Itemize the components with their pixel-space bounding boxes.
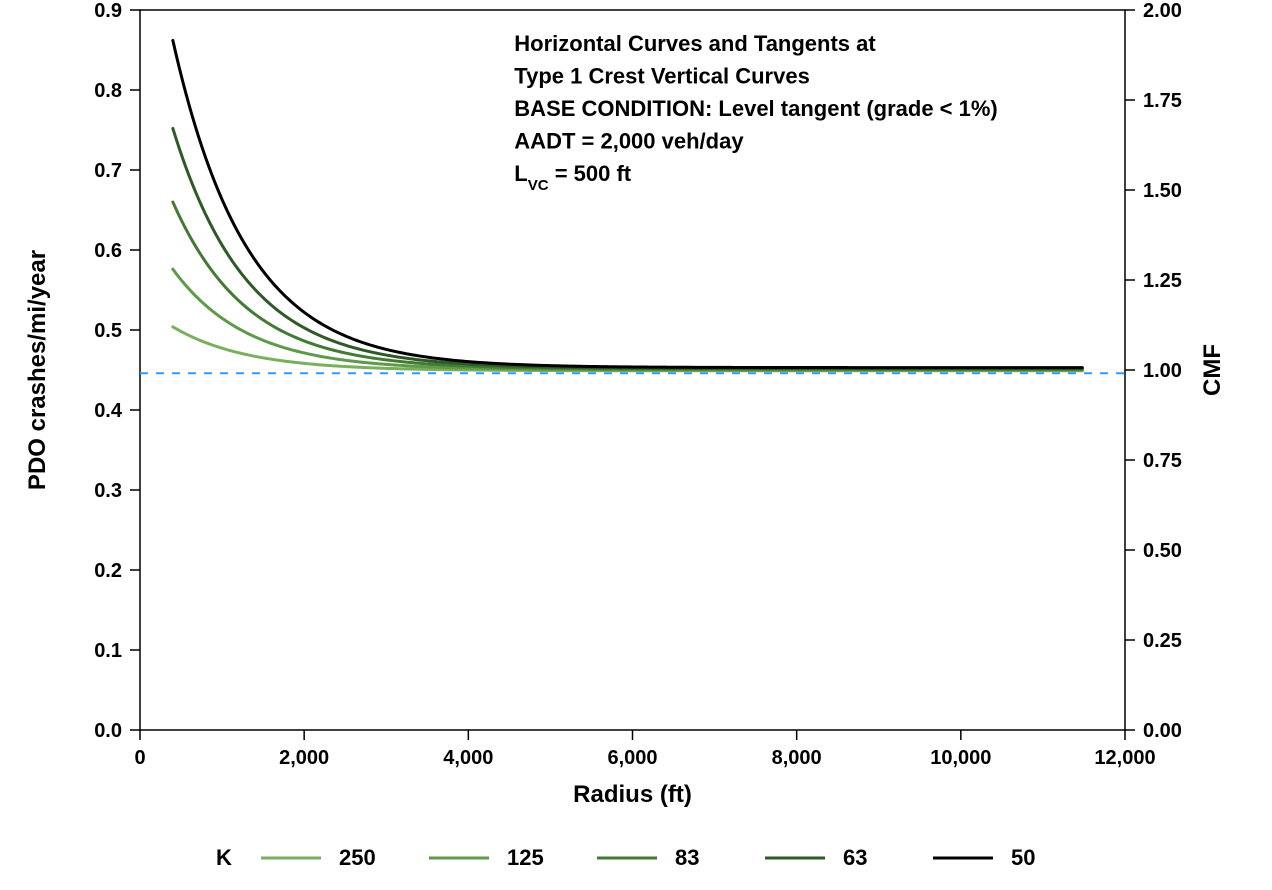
x-tick-label: 4,000 (443, 747, 493, 769)
annotation-line: AADT = 2,000 veh/day (514, 128, 744, 153)
x-tick-label: 10,000 (930, 747, 991, 769)
y-left-tick-label: 0.2 (94, 560, 122, 582)
y-left-tick-label: 0.6 (94, 240, 122, 262)
annotation-line: Horizontal Curves and Tangents at (514, 31, 876, 56)
y-left-tick-label: 0.0 (94, 720, 122, 742)
y-right-tick-label: 1.50 (1143, 180, 1182, 202)
y-right-tick-label: 1.00 (1143, 360, 1182, 382)
y-right-tick-label: 0.00 (1143, 720, 1182, 742)
y-left-tick-label: 0.3 (94, 480, 122, 502)
y-left-tick-label: 0.8 (94, 80, 122, 102)
y-left-tick-label: 0.1 (94, 640, 122, 662)
y-left-axis-label: PDO crashes/mi/year (24, 250, 51, 490)
x-axis-label: Radius (ft) (573, 781, 692, 808)
x-tick-label: 8,000 (772, 747, 822, 769)
x-tick-label: 12,000 (1094, 747, 1155, 769)
y-left-tick-label: 0.4 (94, 400, 123, 422)
x-tick-label: 0 (134, 747, 145, 769)
y-right-tick-label: 0.75 (1143, 450, 1182, 472)
y-left-tick-label: 0.5 (94, 320, 122, 342)
legend-label: 50 (1011, 845, 1035, 870)
x-tick-label: 2,000 (279, 747, 329, 769)
legend-label: 63 (843, 845, 867, 870)
y-right-tick-label: 1.75 (1143, 90, 1182, 112)
legend-label: 83 (675, 845, 699, 870)
chart-container: 0 2,000 4,000 6,000 8,000 10,000 12,000 Radius … (0, 0, 1272, 890)
legend-title: K (216, 845, 232, 870)
chart-svg: 0 2,000 4,000 6,000 8,000 10,000 12,000 Radius … (0, 0, 1272, 890)
y-right-tick-label: 0.25 (1143, 630, 1182, 652)
legend-label: 125 (507, 845, 544, 870)
y-left-tick-label: 0.7 (94, 160, 122, 182)
y-right-axis-label: CMF (1199, 344, 1226, 396)
annotation-line: Type 1 Crest Vertical Curves (514, 64, 810, 89)
x-tick-label: 6,000 (607, 747, 657, 769)
annotation-line: BASE CONDITION: Level tangent (grade < 1… (514, 96, 997, 121)
y-left-tick-label: 0.9 (94, 0, 122, 22)
y-right-tick-label: 0.50 (1143, 540, 1182, 562)
y-right-tick-label: 1.25 (1143, 270, 1182, 292)
legend-label: 250 (339, 845, 376, 870)
y-right-tick-label: 2.00 (1143, 0, 1182, 22)
